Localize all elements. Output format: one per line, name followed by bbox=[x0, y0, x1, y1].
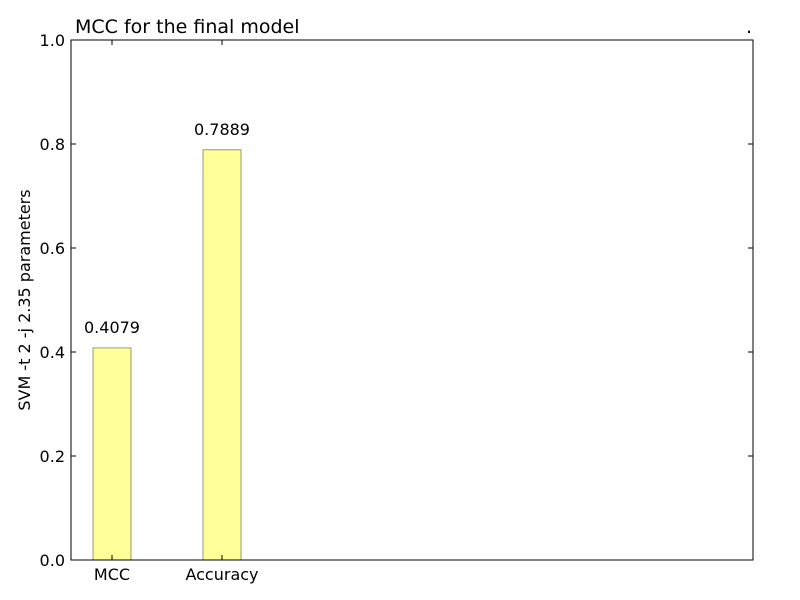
bars-layer bbox=[92, 149, 242, 561]
x-tick-label-mcc: MCC bbox=[94, 565, 130, 584]
y-tick-label: 0.6 bbox=[40, 239, 65, 258]
data-label-mcc: 0.4079 bbox=[84, 318, 140, 337]
data-label-accuracy: 0.7889 bbox=[194, 120, 250, 139]
data-labels-layer: 0.4079 0.7889 bbox=[84, 120, 250, 337]
plot-frame bbox=[70, 39, 754, 561]
chart-title-mark: . bbox=[746, 16, 752, 38]
y-tick-label: 0.0 bbox=[40, 551, 65, 570]
chart-title: MCC for the final model bbox=[75, 16, 299, 38]
y-axis-label: SVM -t 2 -j 2.35 parameters bbox=[15, 189, 34, 410]
y-axis: 0.0 0.2 0.4 0.6 0.8 1.0 bbox=[40, 31, 753, 570]
bar-mcc bbox=[92, 347, 132, 561]
bar-accuracy bbox=[202, 149, 242, 561]
y-tick-label: 0.8 bbox=[40, 135, 65, 154]
y-tick-label: 0.4 bbox=[40, 343, 65, 362]
y-tick-label: 1.0 bbox=[40, 31, 65, 50]
y-tick-label: 0.2 bbox=[40, 447, 65, 466]
x-axis: MCC Accuracy bbox=[94, 40, 259, 584]
x-tick-label-accuracy: Accuracy bbox=[185, 565, 258, 584]
